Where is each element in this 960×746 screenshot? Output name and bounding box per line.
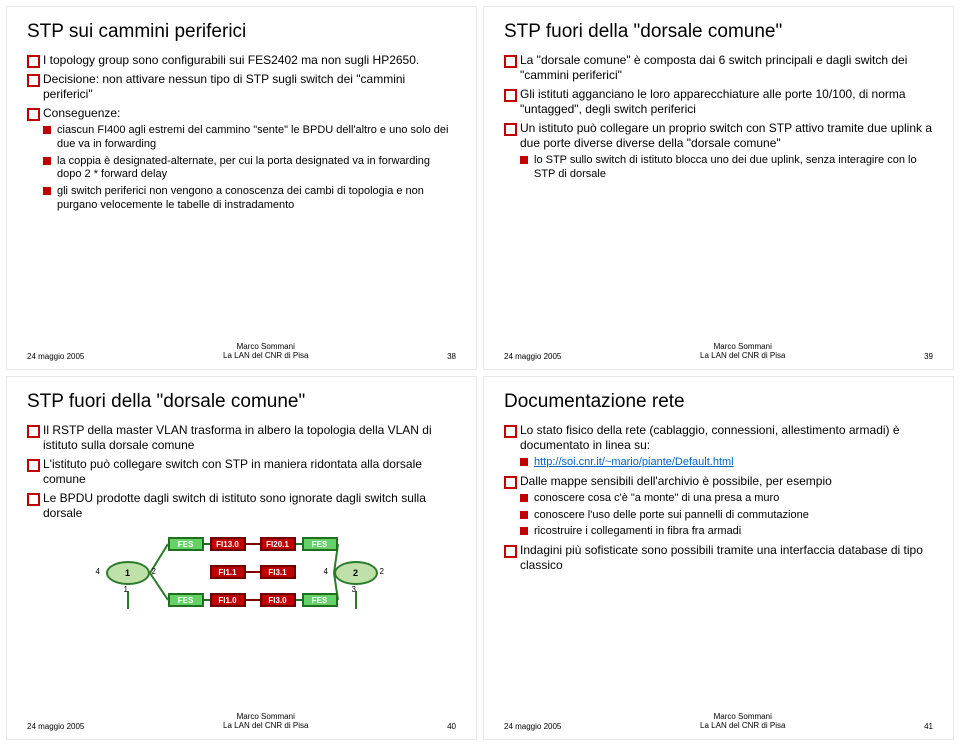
item-text: L'istituto può collegare switch con STP …	[43, 457, 422, 486]
list-item: La "dorsale comune" è composta dai 6 swi…	[504, 53, 933, 83]
footer-author-block: Marco Sommani La LAN del CNR di Pisa	[700, 712, 785, 731]
footer-author-block: Marco Sommani La LAN del CNR di Pisa	[223, 712, 308, 731]
list-item: I topology group sono configurabili sui …	[27, 53, 456, 68]
item-text: Il RSTP della master VLAN trasforma in a…	[43, 423, 432, 452]
item-text: Indagini più sofisticate sono possibili …	[520, 543, 923, 572]
network-diagram: 14212423FESFI13.0FI20.1FESFI1.1FI3.1FESF…	[82, 531, 402, 613]
item-text: Lo stato fisico della rete (cablaggio, c…	[520, 423, 900, 452]
diagram-device-node: FI13.0	[210, 537, 246, 551]
diagram-port-label: 4	[324, 567, 328, 576]
list-item: L'istituto può collegare switch con STP …	[27, 457, 456, 487]
slide-number: 38	[447, 352, 456, 361]
diagram-device-node: FI3.1	[260, 565, 296, 579]
bullet-list: Lo stato fisico della rete (cablaggio, c…	[504, 423, 933, 577]
item-text: la coppia è designated-alternate, per cu…	[57, 155, 430, 181]
list-item: Il RSTP della master VLAN trasforma in a…	[27, 423, 456, 453]
sub-list: conoscere cosa c'è "a monte" di una pres…	[520, 492, 933, 539]
diagram-device-node: FES	[302, 537, 338, 551]
footer-date: 24 maggio 2005	[27, 722, 84, 731]
diagram-device-node: FI20.1	[260, 537, 296, 551]
list-item: conoscere l'uso delle porte sui pannelli…	[520, 509, 933, 523]
list-item: conoscere cosa c'è "a monte" di una pres…	[520, 492, 933, 506]
item-text: I topology group sono configurabili sui …	[43, 53, 419, 67]
bullet-list: I topology group sono configurabili sui …	[27, 53, 456, 217]
slide-title: Documentazione rete	[504, 391, 933, 413]
diagram-device-node: FI1.0	[210, 593, 246, 607]
slide-footer: 24 maggio 2005 Marco Sommani La LAN del …	[27, 706, 456, 731]
diagram-port-label: 2	[380, 567, 384, 576]
list-item: Indagini più sofisticate sono possibili …	[504, 543, 933, 573]
footer-org: La LAN del CNR di Pisa	[223, 721, 308, 731]
item-text: conoscere cosa c'è "a monte" di una pres…	[534, 492, 779, 504]
list-item: la coppia è designated-alternate, per cu…	[43, 155, 456, 183]
footer-author: Marco Sommani	[700, 342, 785, 352]
slide-number: 40	[447, 722, 456, 731]
footer-org: La LAN del CNR di Pisa	[700, 351, 785, 361]
slide-number: 39	[924, 352, 933, 361]
slide-40: STP fuori della "dorsale comune" Il RSTP…	[6, 376, 477, 740]
footer-date: 24 maggio 2005	[504, 352, 561, 361]
list-item: lo STP sullo switch di istituto blocca u…	[520, 154, 933, 182]
item-text: lo STP sullo switch di istituto blocca u…	[534, 154, 917, 180]
footer-author: Marco Sommani	[700, 712, 785, 722]
list-item: ciascun FI400 agli estremi del cammino "…	[43, 124, 456, 152]
slide-footer: 24 maggio 2005 Marco Sommani La LAN del …	[504, 706, 933, 731]
footer-author: Marco Sommani	[223, 712, 308, 722]
diagram-device-node: FES	[168, 593, 204, 607]
list-item: Dalle mappe sensibili dell'archivio è po…	[504, 474, 933, 539]
slide-title: STP sui cammini periferici	[27, 21, 456, 43]
list-item: gli switch periferici non vengono a cono…	[43, 185, 456, 213]
item-text: Conseguenze:	[43, 106, 120, 120]
bullet-list: Il RSTP della master VLAN trasforma in a…	[27, 423, 456, 525]
item-text: Gli istituti agganciano le loro apparecc…	[520, 87, 906, 116]
slide-title: STP fuori della "dorsale comune"	[27, 391, 456, 413]
list-item: Gli istituti agganciano le loro apparecc…	[504, 87, 933, 117]
list-item: Conseguenze: ciascun FI400 agli estremi …	[27, 106, 456, 213]
diagram-device-node: FI1.1	[210, 565, 246, 579]
item-text: conoscere l'uso delle porte sui pannelli…	[534, 509, 809, 521]
sub-list: http://soi.cnr.it/~mario/piante/Default.…	[520, 456, 933, 470]
list-item: Decisione: non attivare nessun tipo di S…	[27, 72, 456, 102]
slide-footer: 24 maggio 2005 Marco Sommani La LAN del …	[504, 336, 933, 361]
item-text: Un istituto può collegare un proprio swi…	[520, 121, 932, 150]
item-text: Dalle mappe sensibili dell'archivio è po…	[520, 474, 832, 488]
diagram-port-label: 2	[152, 567, 156, 576]
footer-author-block: Marco Sommani La LAN del CNR di Pisa	[700, 342, 785, 361]
diagram-switch-node: 1	[106, 561, 150, 585]
list-item: Lo stato fisico della rete (cablaggio, c…	[504, 423, 933, 470]
list-item: Le BPDU prodotte dagli switch di istitut…	[27, 491, 456, 521]
item-text: ricostruire i collegamenti in fibra fra …	[534, 525, 741, 537]
item-text: gli switch periferici non vengono a cono…	[57, 185, 424, 211]
footer-author-block: Marco Sommani La LAN del CNR di Pisa	[223, 342, 308, 361]
footer-org: La LAN del CNR di Pisa	[700, 721, 785, 731]
diagram-port-label: 1	[124, 585, 128, 594]
slide-footer: 24 maggio 2005 Marco Sommani La LAN del …	[27, 336, 456, 361]
diagram-device-node: FES	[302, 593, 338, 607]
diagram-port-label: 3	[352, 585, 356, 594]
diagram-port-label: 4	[96, 567, 100, 576]
slide-38: STP sui cammini periferici I topology gr…	[6, 6, 477, 370]
footer-org: La LAN del CNR di Pisa	[223, 351, 308, 361]
bullet-list: La "dorsale comune" è composta dai 6 swi…	[504, 53, 933, 186]
item-text: La "dorsale comune" è composta dai 6 swi…	[520, 53, 907, 82]
list-item: Un istituto può collegare un proprio swi…	[504, 121, 933, 182]
footer-author: Marco Sommani	[223, 342, 308, 352]
doc-link[interactable]: http://soi.cnr.it/~mario/piante/Default.…	[534, 456, 734, 468]
footer-date: 24 maggio 2005	[504, 722, 561, 731]
sub-list: lo STP sullo switch di istituto blocca u…	[520, 154, 933, 182]
footer-date: 24 maggio 2005	[27, 352, 84, 361]
slide-39: STP fuori della "dorsale comune" La "dor…	[483, 6, 954, 370]
item-text: ciascun FI400 agli estremi del cammino "…	[57, 124, 448, 150]
list-item: http://soi.cnr.it/~mario/piante/Default.…	[520, 456, 933, 470]
slide-41: Documentazione rete Lo stato fisico dell…	[483, 376, 954, 740]
item-text: Le BPDU prodotte dagli switch di istitut…	[43, 491, 426, 520]
slide-number: 41	[924, 722, 933, 731]
list-item: ricostruire i collegamenti in fibra fra …	[520, 525, 933, 539]
sub-list: ciascun FI400 agli estremi del cammino "…	[43, 124, 456, 213]
diagram-switch-node: 2	[334, 561, 378, 585]
diagram-device-node: FI3.0	[260, 593, 296, 607]
slide-title: STP fuori della "dorsale comune"	[504, 21, 933, 43]
item-text: Decisione: non attivare nessun tipo di S…	[43, 72, 405, 101]
diagram-device-node: FES	[168, 537, 204, 551]
